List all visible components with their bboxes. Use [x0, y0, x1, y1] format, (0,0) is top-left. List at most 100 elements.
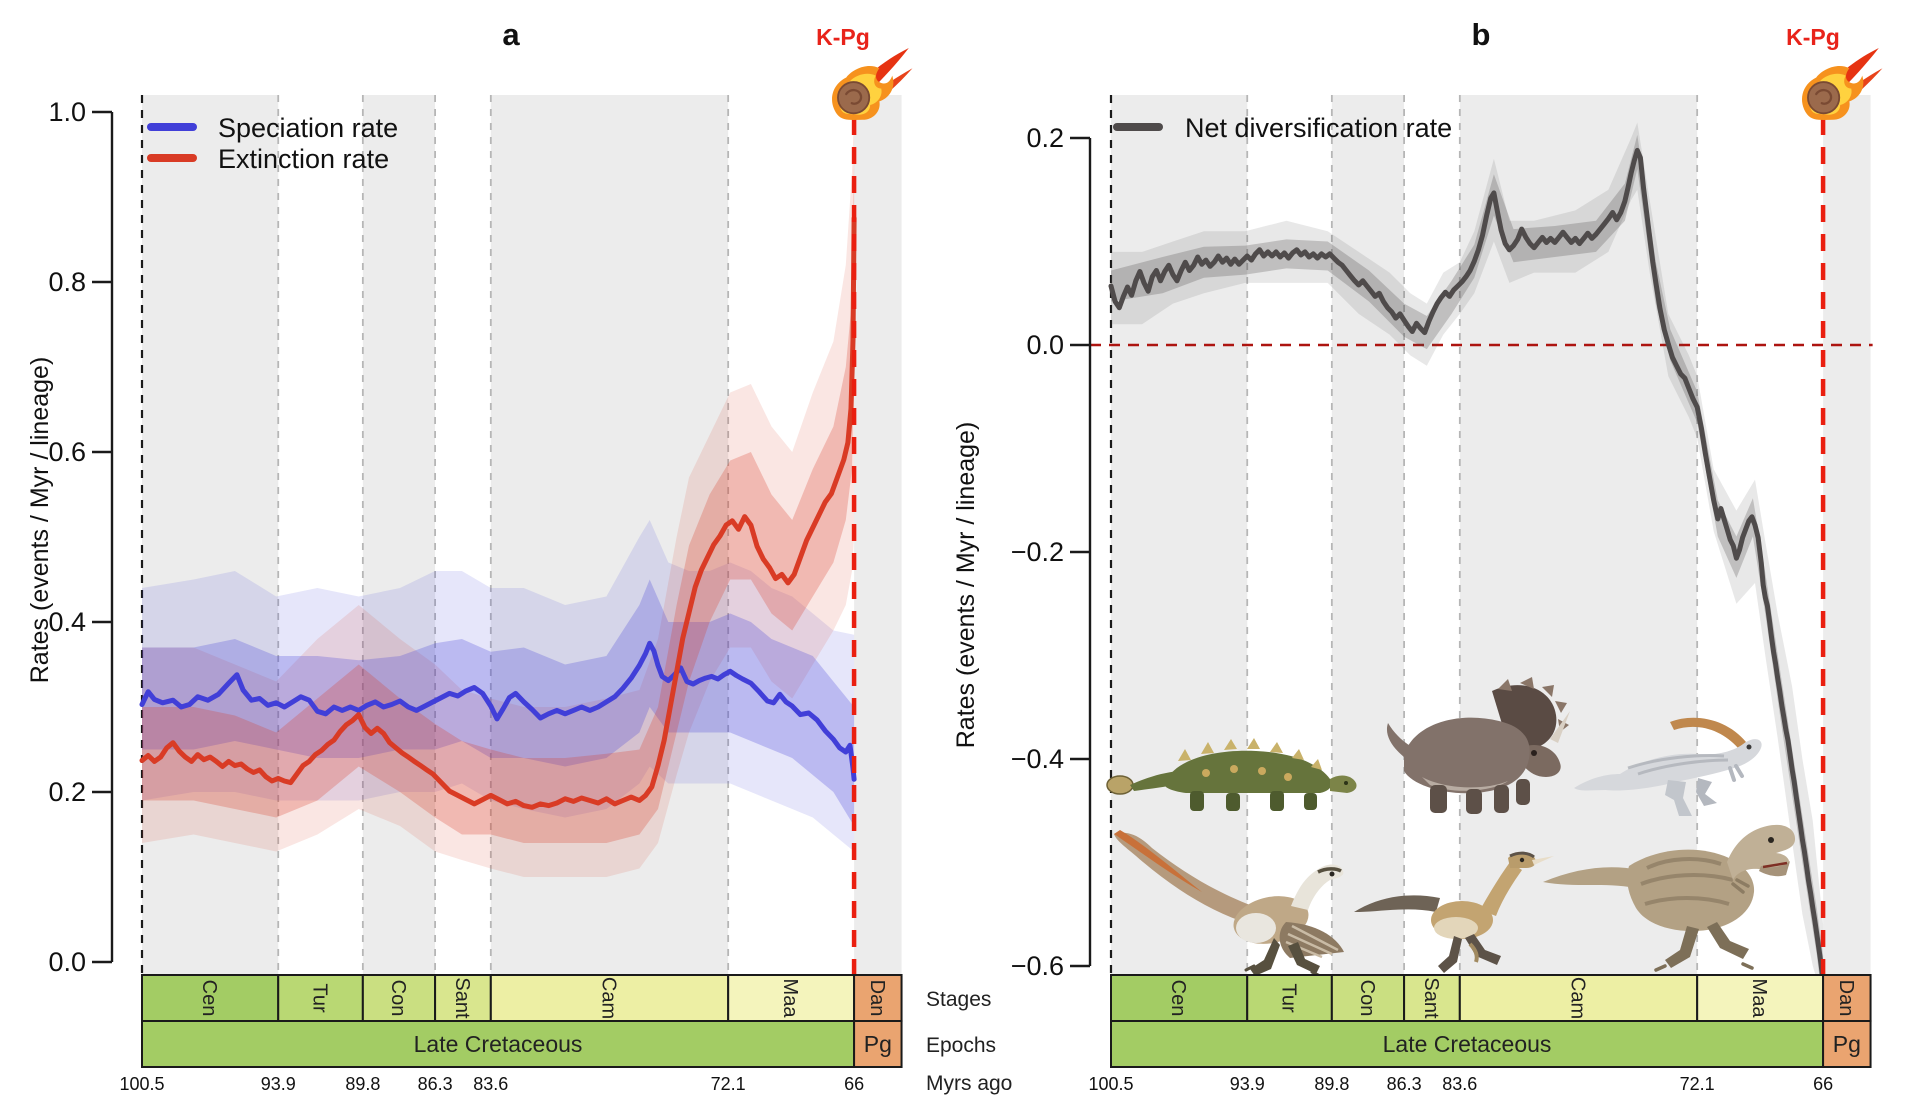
y-tick-label: 0.0	[1026, 330, 1064, 360]
stage-shade-band	[1111, 95, 1248, 975]
stage-shade-band	[854, 95, 902, 975]
panel-a-kpg-label: K-Pg	[816, 24, 870, 50]
y-tick-label: 0.6	[48, 437, 86, 467]
stage-cell	[727, 974, 856, 1022]
stage-cell	[1330, 974, 1406, 1022]
stage-cell	[853, 974, 903, 1022]
extinction-rate-curve	[139, 215, 857, 810]
stage-cell-label: Cam	[1566, 977, 1588, 1019]
epoch-cell	[141, 1020, 856, 1068]
stage-shade-band	[1331, 95, 1405, 975]
epoch-cell	[853, 1020, 903, 1068]
stage-cell	[434, 974, 492, 1022]
dromaeosaur-icon	[1114, 830, 1344, 978]
x-tick-label: 86.3	[418, 1074, 453, 1094]
panel-a-y-axis-title: Rates (events / Myr / lineage)	[26, 357, 54, 684]
parasaurolophus-icon	[1574, 717, 1762, 816]
stages-row-label: Stages	[926, 988, 991, 1011]
x-tick-label: 72.1	[1680, 1074, 1715, 1094]
stage-cell-label: Cam	[597, 977, 619, 1019]
myrs-ago-row-label: Myrs ago	[926, 1072, 1012, 1095]
epoch-cell	[1822, 1020, 1872, 1068]
epochs-row-label: Epochs	[926, 1034, 996, 1057]
stage-cell-label: Sant	[451, 977, 473, 1019]
panel-b-confidence-bands	[1111, 122, 1824, 975]
x-tick-label: 66	[1813, 1074, 1833, 1094]
stage-cell	[277, 974, 364, 1022]
extinction-legend-label: Extinction rate	[218, 144, 389, 174]
panel-a-curves	[139, 215, 857, 810]
ci-outer-band	[1111, 122, 1824, 975]
y-tick-label: 0.4	[48, 607, 86, 637]
panel-a-letter: a	[502, 17, 520, 52]
y-tick-label: −0.6	[1011, 951, 1064, 981]
x-tick-label: 83.6	[473, 1074, 508, 1094]
stage-cell-label: Con	[387, 980, 409, 1017]
stage-cell-label: Maa	[779, 979, 801, 1019]
ci-inner-band	[142, 579, 855, 826]
panel-b-axes: 0.2 0.0 −0.2 −0.4 −0.6 Cen Tur Con Sant Cam Maa Dan…	[1011, 118, 1872, 1094]
epoch-cell	[1110, 1020, 1825, 1068]
stage-cell	[1246, 974, 1333, 1022]
extinction-legend-swatch	[147, 154, 197, 162]
stage-cell-label: Cen	[198, 980, 220, 1017]
ci-outer-band	[142, 520, 855, 852]
stage-cell	[1696, 974, 1825, 1022]
x-tick-label: 100.5	[119, 1074, 164, 1094]
panel-b-legend: Net diversification rate	[1113, 113, 1452, 143]
stage-cell	[489, 974, 730, 1022]
stage-cell	[141, 974, 280, 1022]
stage-shade-band	[142, 95, 279, 975]
dinosaur-illustrations	[1106, 677, 1796, 978]
x-tick-label: 100.5	[1088, 1074, 1133, 1094]
stage-cell-label: Tur	[309, 983, 331, 1013]
epoch-cell-label: Pg	[864, 1031, 892, 1057]
y-tick-label: 1.0	[48, 97, 86, 127]
stage-cell-label: Maa	[1748, 979, 1770, 1019]
speciation-rate-curve	[139, 640, 857, 782]
stage-shade-band	[490, 95, 729, 975]
stage-cell	[1822, 974, 1872, 1022]
y-tick-label: 0.2	[1026, 123, 1064, 153]
net-diversification-legend-label: Net diversification rate	[1185, 113, 1452, 143]
x-tick-label: 89.8	[1314, 1074, 1349, 1094]
panel-b-kpg-label: K-Pg	[1786, 24, 1840, 50]
ornithomimid-icon	[1354, 851, 1554, 973]
epoch-cell-label: Late Cretaceous	[1383, 1031, 1552, 1057]
stage-shade-band	[1823, 95, 1871, 975]
panel-a-legend: Speciation rate Extinction rate	[147, 113, 398, 174]
stage-cell-label: Con	[1356, 980, 1378, 1017]
ceratopsian-icon	[1386, 677, 1570, 814]
x-tick-label: 86.3	[1387, 1074, 1422, 1094]
y-tick-label: −0.2	[1011, 537, 1064, 567]
net-diversification-rate-curve	[1108, 147, 1825, 975]
panel-b-curves	[1108, 147, 1825, 975]
stage-cell	[1458, 974, 1699, 1022]
stage-shade-band	[362, 95, 436, 975]
speciation-legend-swatch	[147, 123, 197, 131]
x-tick-label: 93.9	[1230, 1074, 1265, 1094]
x-tick-label: 66	[844, 1074, 864, 1094]
panel-b: 0.2 0.0 −0.2 −0.4 −0.6 Cen Tur Con Sant Cam Maa Dan…	[952, 17, 1884, 1094]
net-diversification-legend-swatch	[1113, 123, 1163, 131]
y-tick-label: 0.0	[48, 947, 86, 977]
x-tick-label: 93.9	[261, 1074, 296, 1094]
stage-cell-label: Cen	[1167, 980, 1189, 1017]
epoch-cell-label: Late Cretaceous	[414, 1031, 583, 1057]
x-tick-label: 83.6	[1442, 1074, 1477, 1094]
panel-a-axes: 1.0 0.8 0.6 0.4 0.2 0.0 Cen Tur Con Sant Cam Maa Dan…	[48, 97, 903, 1094]
panel-b-letter: b	[1472, 17, 1491, 52]
stage-cell-label: Dan	[866, 980, 888, 1017]
panel-b-y-axis-title: Rates (events / Myr / lineage)	[952, 422, 980, 749]
x-tick-label: 89.8	[345, 1074, 380, 1094]
stage-cell-label: Tur	[1278, 983, 1300, 1013]
panel-a: 1.0 0.8 0.6 0.4 0.2 0.0 Cen Tur Con Sant Cam Maa Dan…	[26, 17, 914, 1094]
y-tick-label: −0.4	[1011, 744, 1064, 774]
y-tick-label: 0.8	[48, 267, 86, 297]
panel-a-background	[140, 95, 902, 975]
y-tick-label: 0.2	[48, 777, 86, 807]
stage-cell-label: Dan	[1835, 980, 1857, 1017]
ankylosaurus-icon	[1106, 738, 1357, 811]
